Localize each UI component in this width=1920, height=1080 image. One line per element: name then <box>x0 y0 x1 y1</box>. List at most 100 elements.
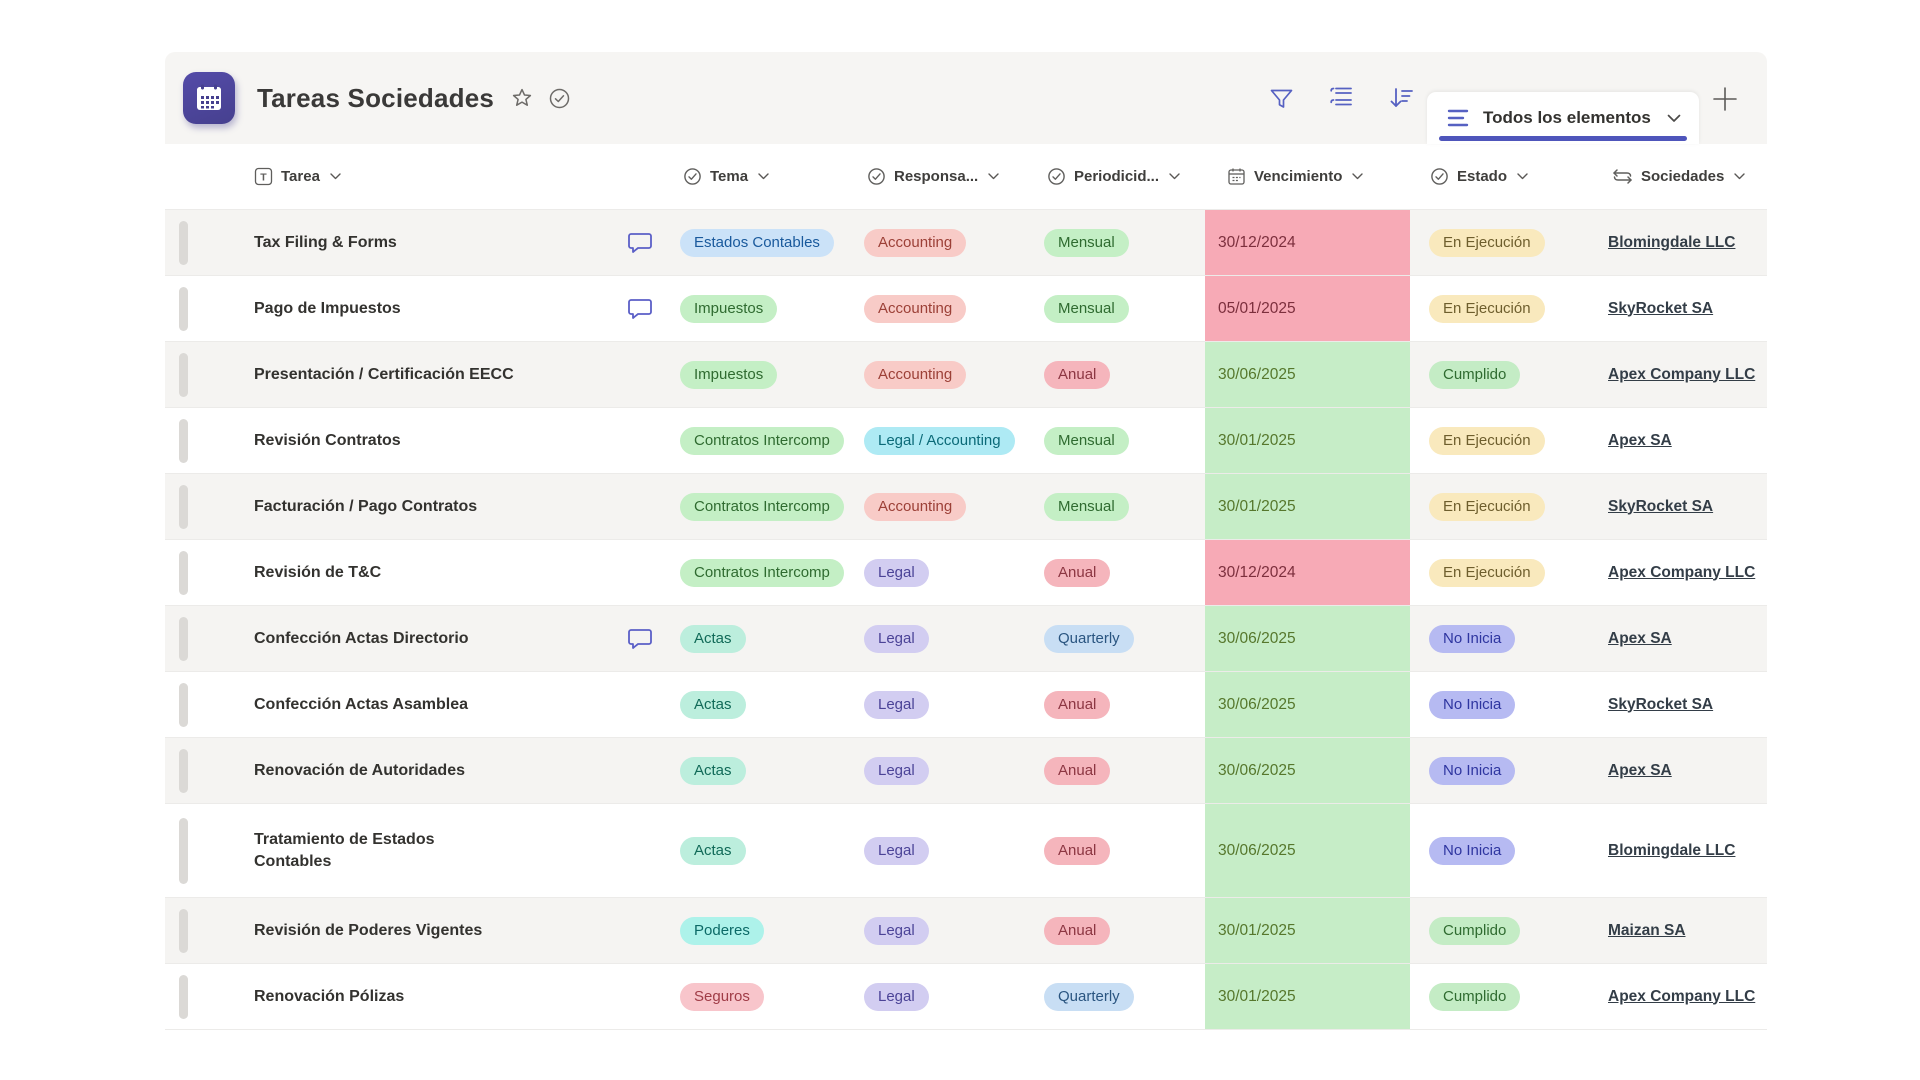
sociedad-link[interactable]: SkyRocket SA <box>1608 695 1714 713</box>
column-header-responsable[interactable]: Responsa... <box>855 144 1035 209</box>
estado-pill[interactable]: No Inicia <box>1429 836 1516 865</box>
row-drag-handle[interactable] <box>178 550 188 595</box>
task-title[interactable]: Revisión de T&C <box>254 563 382 581</box>
tema-pill[interactable]: Actas <box>680 624 746 653</box>
row-drag-handle[interactable] <box>178 974 188 1019</box>
row-drag-handle[interactable] <box>178 220 188 265</box>
periodicidad-pill[interactable]: Mensual <box>1044 492 1129 521</box>
estado-pill[interactable]: No Inicia <box>1429 690 1516 719</box>
table-row[interactable]: Revisión de T&C Contratos Intercomp Lega… <box>165 540 1767 606</box>
periodicidad-pill[interactable]: Quarterly <box>1044 982 1134 1011</box>
star-icon[interactable] <box>510 86 534 110</box>
column-header-periodicidad[interactable]: Periodicid... <box>1035 144 1205 209</box>
responsable-pill[interactable]: Legal <box>864 836 929 865</box>
task-title[interactable]: Tax Filing & Forms <box>254 233 397 251</box>
responsable-pill[interactable]: Legal <box>864 982 929 1011</box>
check-circle-icon[interactable] <box>548 87 571 110</box>
due-date-cell[interactable]: 30/01/2025 <box>1205 474 1410 539</box>
responsable-pill[interactable]: Accounting <box>864 294 967 323</box>
due-date-cell[interactable]: 05/01/2025 <box>1205 276 1410 341</box>
task-title[interactable]: Renovación Pólizas <box>254 987 405 1005</box>
row-drag-handle[interactable] <box>178 908 188 953</box>
sociedad-link[interactable]: Apex SA <box>1608 629 1672 647</box>
table-row[interactable]: Revisión de Poderes Vigentes Poderes Leg… <box>165 898 1767 964</box>
due-date-cell[interactable]: 30/01/2025 <box>1205 964 1410 1029</box>
sociedad-link[interactable]: Maizan SA <box>1608 921 1686 939</box>
tema-pill[interactable]: Actas <box>680 756 746 785</box>
estado-pill[interactable]: En Ejecución <box>1429 426 1545 455</box>
due-date-cell[interactable]: 30/12/2024 <box>1205 210 1410 275</box>
sociedad-link[interactable]: Apex SA <box>1608 431 1672 449</box>
table-row[interactable]: Presentación / Certificación EECC Impues… <box>165 342 1767 408</box>
row-drag-handle[interactable] <box>178 286 188 331</box>
due-date-cell[interactable]: 30/06/2025 <box>1205 672 1410 737</box>
task-title[interactable]: Confección Actas Asamblea <box>254 695 468 713</box>
periodicidad-pill[interactable]: Anual <box>1044 916 1111 945</box>
responsable-pill[interactable]: Legal / Accounting <box>864 426 1015 455</box>
periodicidad-pill[interactable]: Anual <box>1044 690 1111 719</box>
responsable-pill[interactable]: Accounting <box>864 228 967 257</box>
periodicidad-pill[interactable]: Anual <box>1044 360 1111 389</box>
tema-pill[interactable]: Contratos Intercomp <box>680 492 844 521</box>
task-title[interactable]: Revisión de Poderes Vigentes <box>254 921 483 939</box>
tema-pill[interactable]: Estados Contables <box>680 228 834 257</box>
table-row[interactable]: Confección Actas Asamblea Actas Legal An… <box>165 672 1767 738</box>
tema-pill[interactable]: Impuestos <box>680 294 778 323</box>
sociedad-link[interactable]: Apex Company LLC <box>1608 563 1756 581</box>
sociedad-link[interactable]: Blomingdale LLC <box>1608 841 1736 859</box>
estado-pill[interactable]: En Ejecución <box>1429 558 1545 587</box>
tema-pill[interactable]: Actas <box>680 690 746 719</box>
estado-pill[interactable]: Cumplido <box>1429 360 1521 389</box>
responsable-pill[interactable]: Legal <box>864 558 929 587</box>
due-date-cell[interactable]: 30/06/2025 <box>1205 606 1410 671</box>
responsable-pill[interactable]: Accounting <box>864 360 967 389</box>
table-row[interactable]: Confección Actas Directorio Actas Legal … <box>165 606 1767 672</box>
task-title[interactable]: Tratamiento de Estados Contables <box>254 830 435 870</box>
tema-pill[interactable]: Impuestos <box>680 360 778 389</box>
column-header-vencimiento[interactable]: Vencimiento <box>1205 144 1410 209</box>
view-tab-todos-los-elementos[interactable]: Todos los elementos <box>1427 92 1699 144</box>
tema-pill[interactable]: Contratos Intercomp <box>680 558 844 587</box>
comment-icon[interactable] <box>627 231 653 255</box>
sociedad-link[interactable]: Apex Company LLC <box>1608 987 1756 1005</box>
row-drag-handle[interactable] <box>178 484 188 529</box>
row-drag-handle[interactable] <box>178 682 188 727</box>
due-date-cell[interactable]: 30/01/2025 <box>1205 408 1410 473</box>
column-header-sociedades[interactable]: Sociedades <box>1600 144 1767 209</box>
column-header-tema[interactable]: Tema <box>671 144 855 209</box>
sociedad-link[interactable]: Apex SA <box>1608 761 1672 779</box>
periodicidad-pill[interactable]: Anual <box>1044 836 1111 865</box>
filter-icon[interactable] <box>1267 84 1295 112</box>
task-title[interactable]: Presentación / Certificación EECC <box>254 365 514 383</box>
due-date-cell[interactable]: 30/06/2025 <box>1205 804 1410 897</box>
table-row[interactable]: Pago de Impuestos Impuestos Accounting M… <box>165 276 1767 342</box>
sociedad-link[interactable]: Apex Company LLC <box>1608 365 1756 383</box>
responsable-pill[interactable]: Legal <box>864 690 929 719</box>
row-drag-handle[interactable] <box>178 748 188 793</box>
periodicidad-pill[interactable]: Mensual <box>1044 426 1129 455</box>
tema-pill[interactable]: Seguros <box>680 982 764 1011</box>
column-header-tarea[interactable]: T Tarea <box>201 144 671 209</box>
table-row[interactable]: Renovación Pólizas Seguros Legal Quarter… <box>165 964 1767 1030</box>
task-title[interactable]: Revisión Contratos <box>254 431 401 449</box>
periodicidad-pill[interactable]: Mensual <box>1044 294 1129 323</box>
comment-icon[interactable] <box>627 627 653 651</box>
tema-pill[interactable]: Actas <box>680 836 746 865</box>
tema-pill[interactable]: Contratos Intercomp <box>680 426 844 455</box>
due-date-cell[interactable]: 30/01/2025 <box>1205 898 1410 963</box>
sort-icon[interactable] <box>1387 84 1415 112</box>
sociedad-link[interactable]: SkyRocket SA <box>1608 497 1714 515</box>
column-header-estado[interactable]: Estado <box>1410 144 1600 209</box>
comment-icon[interactable] <box>627 297 653 321</box>
estado-pill[interactable]: En Ejecución <box>1429 228 1545 257</box>
sociedad-link[interactable]: SkyRocket SA <box>1608 299 1714 317</box>
task-title[interactable]: Pago de Impuestos <box>254 299 401 317</box>
group-by-icon[interactable] <box>1327 84 1355 112</box>
estado-pill[interactable]: Cumplido <box>1429 916 1521 945</box>
due-date-cell[interactable]: 30/06/2025 <box>1205 342 1410 407</box>
estado-pill[interactable]: No Inicia <box>1429 624 1516 653</box>
table-row[interactable]: Tratamiento de Estados Contables Actas L… <box>165 804 1767 898</box>
periodicidad-pill[interactable]: Anual <box>1044 558 1111 587</box>
due-date-cell[interactable]: 30/12/2024 <box>1205 540 1410 605</box>
add-view-plus-icon[interactable] <box>1709 83 1741 115</box>
